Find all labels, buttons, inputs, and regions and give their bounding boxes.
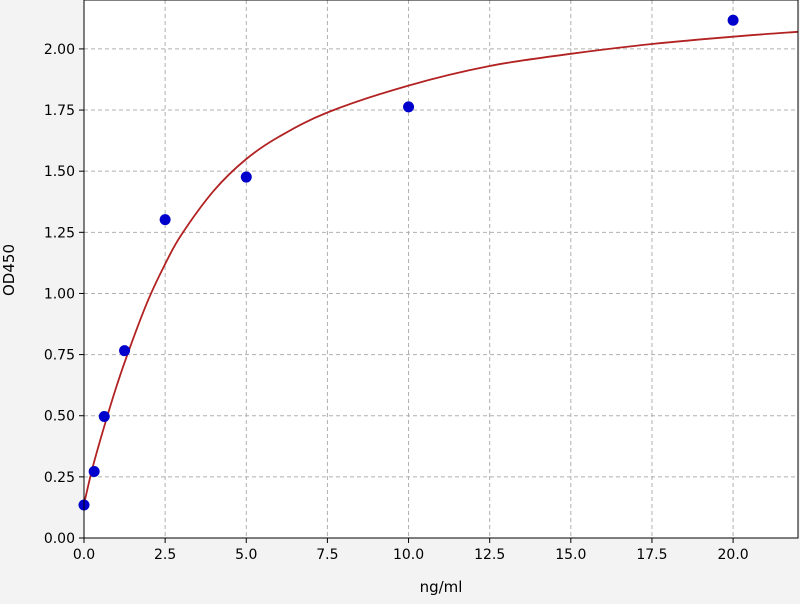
y-tick-label: 0.75 — [44, 348, 75, 364]
fit-curve-layer — [83, 30, 799, 505]
x-tick-label: 12.5 — [474, 547, 505, 563]
plot-area — [84, 0, 798, 538]
grid — [83, 0, 798, 539]
data-point — [159, 214, 171, 226]
data-point — [727, 14, 739, 26]
y-tick-label: 0.50 — [44, 409, 75, 425]
x-tick-label: 7.5 — [316, 547, 338, 563]
data-points — [78, 14, 739, 511]
data-point — [119, 345, 131, 357]
fit-curve — [83, 30, 799, 505]
data-point — [240, 171, 252, 183]
x-tick-label: 17.5 — [636, 547, 667, 563]
data-point — [403, 101, 415, 113]
x-tick-label: 0.0 — [73, 547, 95, 563]
x-tick-label: 20.0 — [718, 547, 749, 563]
y-tick-label: 1.25 — [44, 225, 75, 241]
x-tick-label: 15.0 — [555, 547, 586, 563]
plot-frame — [83, 0, 799, 539]
x-axis-label: ng/ml — [420, 578, 463, 596]
y-tick-label: 1.75 — [44, 103, 75, 119]
y-axis-ticks: 0.00 0.25 0.50 0.75 1.00 1.25 1.50 1.75 2.00 — [44, 42, 84, 547]
y-tick-label: 0.25 — [44, 470, 75, 486]
x-tick-label: 5.0 — [235, 547, 257, 563]
y-tick-label: 1.50 — [44, 164, 75, 180]
data-point — [98, 410, 110, 422]
y-tick-label: 1.00 — [44, 286, 75, 302]
y-tick-label: 2.00 — [44, 42, 75, 58]
x-tick-label: 10.0 — [393, 547, 424, 563]
x-axis-ticks: 0.0 2.5 5.0 7.5 10.0 12.5 15.0 17.5 20.0 — [73, 538, 749, 563]
data-point — [88, 465, 100, 477]
y-axis-label: OD450 — [0, 244, 18, 296]
y-tick-label: 0.00 — [44, 531, 75, 547]
x-tick-label: 2.5 — [154, 547, 176, 563]
